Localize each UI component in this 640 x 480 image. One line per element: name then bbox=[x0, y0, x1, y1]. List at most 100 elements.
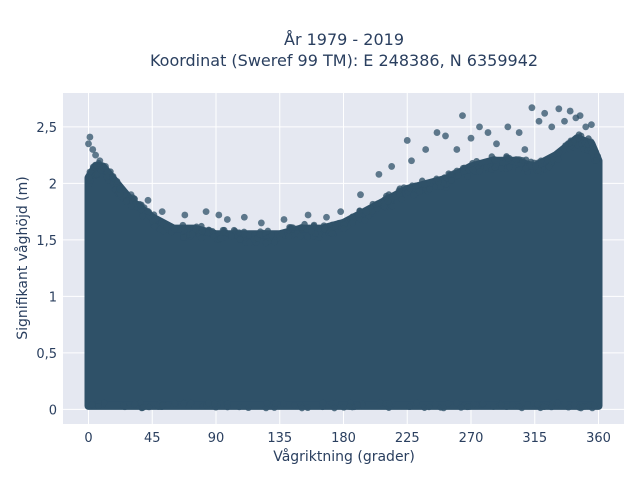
y-tick-label: 2,5 bbox=[36, 121, 57, 136]
data-point bbox=[554, 399, 561, 406]
data-point bbox=[588, 139, 595, 146]
data-point bbox=[425, 403, 433, 411]
outlier-point bbox=[576, 112, 584, 119]
x-tick-label: 360 bbox=[586, 431, 611, 446]
data-point bbox=[453, 399, 460, 407]
outlier-point bbox=[89, 146, 97, 153]
y-tick-labels: 0 0,5 1 1,5 2 2,5 bbox=[36, 121, 57, 418]
x-tick-label: 0 bbox=[84, 431, 92, 446]
data-point bbox=[285, 233, 293, 240]
outlier-point bbox=[181, 211, 189, 219]
x-tick-label: 180 bbox=[331, 431, 356, 446]
data-points bbox=[84, 104, 603, 412]
data-point bbox=[503, 153, 510, 160]
data-point bbox=[476, 168, 483, 175]
outlier-point bbox=[484, 129, 492, 136]
outlier-point bbox=[92, 151, 99, 159]
outlier-point bbox=[588, 121, 595, 129]
data-point bbox=[211, 400, 218, 408]
x-axis-title: Vågriktning (grader) bbox=[273, 448, 415, 465]
data-point bbox=[245, 404, 252, 412]
data-point bbox=[113, 178, 121, 185]
data-point bbox=[230, 226, 238, 234]
data-point bbox=[263, 400, 271, 407]
data-point bbox=[209, 227, 216, 235]
data-point bbox=[483, 164, 490, 171]
data-point bbox=[368, 208, 376, 215]
data-point bbox=[361, 217, 369, 224]
chart-title-line2: Koordinat (Sweref 99 TM): E 248386, N 63… bbox=[150, 51, 538, 70]
data-point bbox=[187, 399, 195, 407]
outlier-point bbox=[280, 216, 288, 223]
data-point bbox=[346, 403, 353, 410]
data-point bbox=[140, 404, 147, 411]
x-tick-label: 135 bbox=[267, 431, 292, 446]
data-point bbox=[198, 222, 205, 230]
data-point bbox=[319, 399, 327, 407]
data-point bbox=[310, 222, 317, 230]
outlier-point bbox=[144, 196, 152, 204]
data-point bbox=[217, 235, 225, 242]
outlier-point bbox=[388, 163, 396, 170]
data-point bbox=[262, 239, 270, 247]
data-point bbox=[561, 400, 569, 408]
data-point bbox=[304, 404, 311, 412]
outlier-point bbox=[521, 146, 529, 153]
outlier-point bbox=[137, 202, 145, 210]
data-point bbox=[280, 400, 287, 407]
outlier-point bbox=[240, 213, 248, 221]
data-point bbox=[519, 156, 526, 164]
outlier-point bbox=[304, 211, 312, 219]
outlier-point bbox=[548, 123, 556, 131]
data-point bbox=[499, 160, 506, 167]
data-point bbox=[534, 400, 541, 408]
data-point bbox=[490, 403, 497, 410]
outlier-point bbox=[215, 211, 223, 219]
data-point bbox=[554, 156, 562, 163]
outlier-point bbox=[422, 146, 430, 153]
data-point bbox=[86, 174, 93, 182]
data-point bbox=[86, 168, 93, 176]
data-point bbox=[578, 132, 585, 140]
outlier-point bbox=[442, 132, 449, 140]
data-point bbox=[426, 186, 433, 193]
outlier-point bbox=[453, 146, 461, 153]
data-point bbox=[328, 229, 336, 237]
outlier-point bbox=[323, 213, 330, 221]
data-point bbox=[459, 164, 467, 172]
y-tick-label: 0,5 bbox=[36, 347, 57, 362]
data-point bbox=[332, 223, 339, 230]
chart-title-line1: År 1979 - 2019 bbox=[284, 30, 404, 49]
data-point bbox=[356, 207, 363, 215]
data-point bbox=[416, 188, 423, 195]
data-point bbox=[122, 198, 130, 206]
data-point bbox=[139, 212, 146, 220]
y-tick-label: 0 bbox=[49, 403, 57, 418]
outlier-point bbox=[223, 216, 231, 223]
outlier-point bbox=[337, 208, 345, 216]
data-point bbox=[296, 232, 304, 240]
data-point bbox=[498, 165, 505, 172]
data-point bbox=[340, 225, 348, 233]
data-point bbox=[100, 399, 108, 407]
data-point bbox=[412, 182, 419, 189]
data-point bbox=[171, 400, 178, 407]
data-point bbox=[509, 401, 516, 408]
data-point bbox=[359, 401, 366, 409]
data-point bbox=[431, 400, 439, 408]
data-point bbox=[503, 403, 510, 411]
data-point bbox=[104, 169, 111, 176]
data-point bbox=[159, 402, 166, 409]
data-point bbox=[236, 403, 243, 411]
data-point bbox=[593, 157, 600, 164]
outlier-point bbox=[85, 140, 92, 148]
x-tick-labels: 0 45 90 135 180 225 270 315 360 bbox=[84, 431, 611, 446]
data-point bbox=[246, 239, 253, 246]
outlier-point bbox=[127, 191, 135, 199]
data-point bbox=[562, 142, 569, 149]
data-point bbox=[116, 190, 124, 198]
data-point bbox=[180, 234, 187, 241]
data-point bbox=[506, 163, 513, 171]
data-point bbox=[304, 233, 311, 241]
data-point bbox=[448, 171, 455, 178]
